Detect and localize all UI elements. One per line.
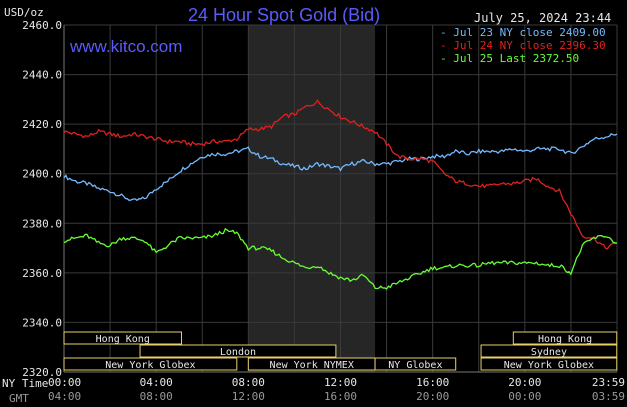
- session-label: New York NYMEX: [270, 360, 354, 371]
- x-tick-label-ny: 00:00: [48, 376, 81, 389]
- session-label: NY Globex: [388, 360, 442, 371]
- gmt-label: GMT: [9, 392, 29, 405]
- ny-time-label: NY Time: [2, 377, 49, 390]
- y-unit-label: USD/oz: [4, 6, 44, 19]
- session-box: [63, 331, 183, 345]
- session-box: [139, 344, 337, 358]
- x-tick-label-gmt: 00:00: [508, 390, 541, 403]
- y-tick-label: 2320.0: [22, 366, 62, 379]
- series-line-0: [63, 132, 618, 202]
- session-label: London: [220, 347, 256, 358]
- x-tick-label-gmt: 20:00: [416, 390, 449, 403]
- chart-datetime: July 25, 2024 23:44: [474, 11, 612, 25]
- session-label: Sydney: [531, 347, 567, 358]
- legend-jul25-text: Jul 25 Last 2372.50: [453, 52, 580, 65]
- nymex-shade: [248, 25, 376, 372]
- x-tick-label-gmt: 04:00: [48, 390, 81, 403]
- y-tick-label: 2360.0: [22, 267, 62, 280]
- source-url: www.kitco.com: [70, 37, 183, 56]
- y-tick-label: 2400.0: [22, 168, 62, 181]
- x-tick-label-ny: 12:00: [324, 376, 357, 389]
- legend-jul23: - Jul 23 NY close 2409.00: [440, 26, 606, 39]
- legend-jul24: - Jul 24 NY close 2396.30: [440, 39, 606, 52]
- y-tick-label: 2340.0: [22, 316, 62, 329]
- y-tick-label: 2420.0: [22, 118, 62, 131]
- session-box: [374, 357, 457, 371]
- y-tick-label: 2380.0: [22, 217, 62, 230]
- session-label: New York Globex: [105, 360, 195, 371]
- legend-jul23-text: Jul 23 NY close 2409.00: [453, 26, 606, 39]
- session-label: Hong Kong: [96, 334, 150, 345]
- session-box: [480, 344, 618, 358]
- legend-jul24-text: Jul 24 NY close 2396.30: [453, 39, 606, 52]
- chart-title: 24 Hour Spot Gold (Bid): [188, 5, 381, 25]
- series-line-2: [63, 227, 618, 290]
- x-tick-label-ny: 04:00: [140, 376, 173, 389]
- session-label: Hong Kong: [538, 334, 592, 345]
- x-tick-label-gmt: 12:00: [232, 390, 265, 403]
- legend-jul25: - Jul 25 Last 2372.50: [440, 52, 580, 65]
- session-label: New York Globex: [504, 360, 594, 371]
- x-tick-label-ny: 08:00: [232, 376, 265, 389]
- y-tick-label: 2440.0: [22, 69, 62, 82]
- session-box: [63, 357, 238, 371]
- x-tick-label-gmt: 08:00: [140, 390, 173, 403]
- x-tick-label-ny: 23:59: [592, 376, 625, 389]
- x-tick-label-ny: 20:00: [508, 376, 541, 389]
- x-tick-label-gmt: 03:59: [592, 390, 625, 403]
- session-box: [480, 357, 618, 371]
- x-tick-label-ny: 16:00: [416, 376, 449, 389]
- session-box: [512, 331, 618, 345]
- series-line-1: [63, 99, 618, 250]
- y-tick-label: 2460.0: [22, 19, 62, 32]
- x-tick-label-gmt: 16:00: [324, 390, 357, 403]
